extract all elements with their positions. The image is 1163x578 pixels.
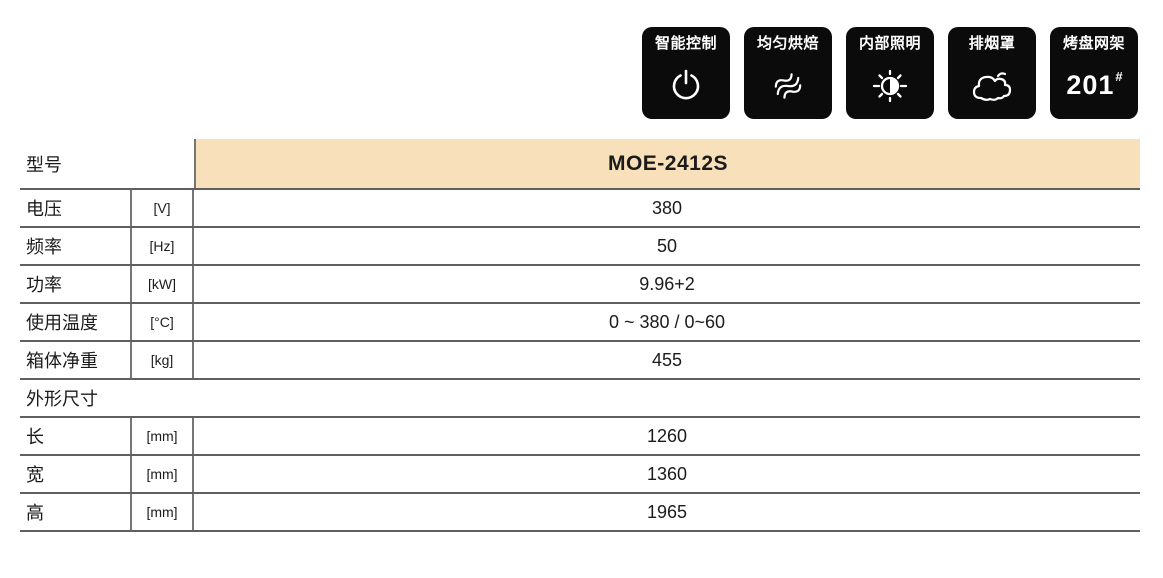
feature-badge-label: 均匀烘焙 (756, 35, 819, 52)
rack-count-number: 201 (1066, 70, 1115, 101)
feature-badge-label: 烤盘网架 (1062, 35, 1125, 52)
spec-row-model: 型号 MOE-2412S (20, 139, 1140, 190)
spec-value: 50 (656, 235, 678, 256)
spec-unit: [°C] (132, 304, 194, 340)
spec-row-voltage: 电压 [V] 380 (20, 190, 1140, 228)
feature-badge-label: 内部照明 (858, 35, 921, 52)
spec-unit: [mm] (132, 456, 194, 492)
spec-unit: [mm] (132, 494, 194, 530)
spec-row-width: 宽 [mm] 1360 (20, 456, 1140, 494)
spec-row-height: 高 [mm] 1965 (20, 494, 1140, 532)
spec-row-operating-temperature: 使用温度 [°C] 0 ~ 380 / 0~60 (20, 304, 1140, 342)
spec-row-power: 功率 [kW] 9.96+2 (20, 266, 1140, 304)
spec-value: 1965 (646, 501, 688, 522)
spec-label: 宽 (20, 456, 132, 492)
spec-row-cabinet-net-weight: 箱体净重 [kg] 455 (20, 342, 1140, 380)
spec-value: 9.96+2 (639, 273, 695, 294)
feature-badge-label: 排烟罩 (968, 35, 1016, 52)
spec-unit: [kW] (132, 266, 194, 302)
spec-row-length: 长 [mm] 1260 (20, 418, 1140, 456)
spec-value: 1260 (646, 425, 688, 446)
spec-value: 455 (651, 349, 683, 370)
feature-badge-even-baking: 均匀烘焙 (744, 27, 832, 119)
smoke-cloud-icon (948, 52, 1036, 119)
spec-value: 380 (651, 197, 683, 218)
spec-table: 型号 MOE-2412S 电压 [V] 380 频率 [Hz] 50 功率 [kW] 9.96+2 使… (20, 139, 1140, 532)
heat-waves-icon (744, 52, 832, 119)
spec-label: 电压 (20, 190, 132, 226)
feature-badge-interior-lighting: 内部照明 (846, 27, 934, 119)
spec-unit: [mm] (132, 418, 194, 454)
model-value: MOE-2412S (196, 139, 1140, 188)
feature-badge-smart-control: 智能控制 (642, 27, 730, 119)
feature-badge-label: 智能控制 (654, 35, 717, 52)
spec-label: 型号 (20, 139, 196, 188)
spec-label: 高 (20, 494, 132, 530)
spec-row-frequency: 频率 [Hz] 50 (20, 228, 1140, 266)
spec-label: 频率 (20, 228, 132, 264)
spec-value: 1360 (646, 463, 688, 484)
spec-unit: [V] (132, 190, 194, 226)
spec-label: 功率 (20, 266, 132, 302)
spec-row-overall-dimensions: 外形尺寸 (20, 380, 1140, 418)
spec-label: 使用温度 (20, 304, 132, 340)
section-label: 外形尺寸 (26, 389, 98, 409)
spec-label: 长 (20, 418, 132, 454)
rack-count-badge: 201 # (1050, 52, 1138, 119)
spec-unit: [Hz] (132, 228, 194, 264)
rack-count-suffix: # (1115, 69, 1123, 85)
brightness-icon (846, 52, 934, 119)
power-icon (642, 52, 730, 119)
feature-badge-tray-rack: 烤盘网架 201 # (1050, 27, 1138, 119)
feature-badges: 智能控制 均匀烘焙 内部照明 排烟罩 烤盘网架 201 # (642, 27, 1138, 119)
spec-unit: [kg] (132, 342, 194, 378)
feature-badge-exhaust-hood: 排烟罩 (948, 27, 1036, 119)
spec-value: 0 ~ 380 / 0~60 (608, 311, 726, 332)
spec-label: 箱体净重 (20, 342, 132, 378)
